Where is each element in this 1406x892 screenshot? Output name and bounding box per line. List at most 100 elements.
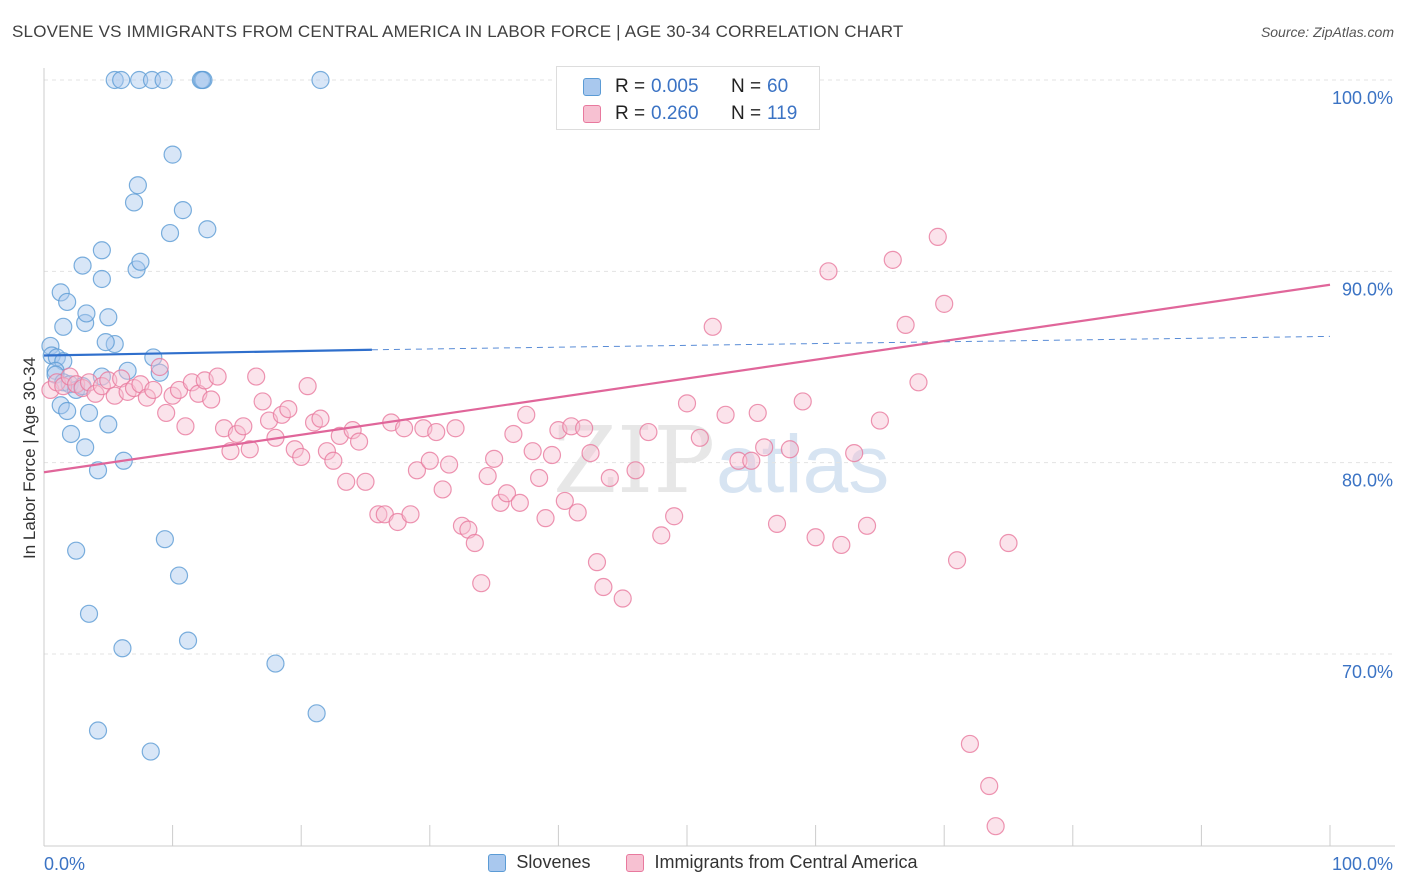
legend-item-central-america[interactable]: Immigrants from Central America bbox=[626, 852, 918, 873]
point-slovenes bbox=[173, 201, 192, 220]
point-slovenes bbox=[128, 176, 147, 195]
point-central-america bbox=[780, 440, 799, 459]
point-slovenes bbox=[88, 721, 108, 740]
point-central-america bbox=[716, 405, 735, 424]
point-central-america bbox=[157, 403, 176, 423]
series-slovenes bbox=[41, 70, 330, 761]
point-central-america bbox=[999, 533, 1018, 553]
corr-row-slovenes: R = 0.005 N = 60 bbox=[557, 73, 819, 101]
point-slovenes bbox=[79, 604, 99, 623]
legend-swatch-slovenes bbox=[488, 853, 507, 872]
point-slovenes bbox=[131, 252, 150, 271]
point-slovenes bbox=[198, 220, 217, 239]
point-central-america bbox=[986, 817, 1005, 836]
point-central-america bbox=[439, 455, 459, 474]
point-central-america bbox=[542, 445, 562, 465]
point-slovenes bbox=[169, 566, 189, 585]
point-central-america bbox=[626, 461, 645, 480]
point-slovenes bbox=[61, 424, 81, 444]
y-tick-label: 100.0% bbox=[1332, 88, 1393, 108]
corr-n-value: 60 bbox=[767, 76, 789, 97]
point-central-america bbox=[394, 419, 414, 438]
point-central-america bbox=[652, 526, 671, 545]
point-slovenes bbox=[311, 70, 330, 90]
legend-item-slovenes[interactable]: Slovenes bbox=[488, 852, 590, 873]
point-central-america bbox=[420, 451, 439, 470]
point-slovenes bbox=[154, 70, 173, 90]
point-slovenes bbox=[163, 145, 182, 164]
point-central-america bbox=[883, 250, 902, 269]
point-central-america bbox=[510, 493, 529, 512]
point-central-america bbox=[909, 373, 928, 392]
series-central-america bbox=[41, 227, 1018, 836]
point-central-america bbox=[253, 392, 272, 411]
point-central-america bbox=[806, 528, 825, 547]
corr-r-label: R = bbox=[615, 76, 646, 97]
point-central-america bbox=[356, 472, 375, 491]
point-central-america bbox=[472, 574, 491, 593]
point-central-america bbox=[202, 390, 221, 409]
point-slovenes bbox=[160, 223, 180, 243]
point-slovenes bbox=[105, 70, 124, 90]
point-central-america bbox=[581, 444, 600, 463]
watermark: ZIP atlas bbox=[553, 407, 889, 514]
point-slovenes bbox=[51, 283, 70, 302]
point-central-america bbox=[234, 417, 253, 436]
y-axis-label: In Labor Force | Age 30-34 bbox=[20, 357, 39, 559]
point-central-america bbox=[767, 514, 787, 533]
trend-line-central-america bbox=[43, 283, 1331, 474]
point-central-america bbox=[748, 403, 767, 423]
corr-r-label: R = bbox=[615, 103, 646, 124]
point-slovenes bbox=[141, 742, 160, 761]
point-central-america bbox=[587, 553, 607, 572]
point-slovenes bbox=[130, 70, 149, 90]
point-central-america bbox=[517, 405, 536, 424]
point-slovenes bbox=[155, 530, 174, 549]
point-central-america bbox=[401, 505, 420, 524]
point-central-america bbox=[980, 776, 999, 796]
point-central-america bbox=[703, 317, 722, 336]
point-central-america bbox=[497, 484, 517, 503]
x-tick-labels: 0.0% 100.0% bbox=[44, 854, 1393, 874]
point-central-america bbox=[928, 227, 947, 246]
trend-line-slovenes-extension bbox=[371, 335, 1331, 351]
point-slovenes bbox=[76, 438, 95, 457]
grid bbox=[44, 79, 1395, 655]
point-central-america bbox=[690, 428, 709, 447]
point-slovenes bbox=[112, 70, 131, 90]
corr-row-central-america: R = 0.260 N = 119 bbox=[557, 100, 819, 128]
legend-label-central-america: Immigrants from Central America bbox=[654, 852, 918, 872]
point-central-america bbox=[613, 589, 632, 608]
point-central-america bbox=[369, 505, 388, 524]
point-central-america bbox=[144, 380, 163, 400]
point-slovenes bbox=[67, 541, 86, 560]
point-central-america bbox=[568, 503, 587, 522]
trend-lines bbox=[43, 283, 1331, 474]
point-central-america bbox=[819, 262, 838, 281]
correlation-legend: R = 0.005 N = 60 R = 0.260 N = 119 bbox=[556, 66, 820, 130]
corr-swatch-slovenes bbox=[583, 78, 601, 96]
point-slovenes bbox=[96, 333, 115, 352]
point-slovenes bbox=[79, 403, 99, 423]
point-central-america bbox=[317, 442, 337, 461]
point-central-america bbox=[337, 472, 356, 491]
point-slovenes bbox=[58, 292, 77, 312]
point-slovenes bbox=[124, 193, 144, 212]
point-slovenes bbox=[178, 631, 198, 650]
point-central-america bbox=[324, 451, 343, 470]
point-central-america bbox=[478, 466, 497, 486]
point-slovenes bbox=[54, 317, 73, 336]
point-central-america bbox=[793, 392, 812, 411]
point-central-america bbox=[729, 451, 748, 470]
point-slovenes bbox=[307, 704, 326, 723]
axes bbox=[43, 68, 1395, 847]
corr-swatch-central-america bbox=[583, 105, 601, 123]
point-slovenes bbox=[92, 241, 111, 260]
point-central-america bbox=[407, 461, 427, 480]
point-slovenes bbox=[99, 308, 118, 327]
point-central-america bbox=[465, 533, 484, 553]
legend-label-slovenes: Slovenes bbox=[516, 852, 591, 872]
point-central-america bbox=[947, 551, 967, 570]
point-central-america bbox=[311, 409, 330, 428]
